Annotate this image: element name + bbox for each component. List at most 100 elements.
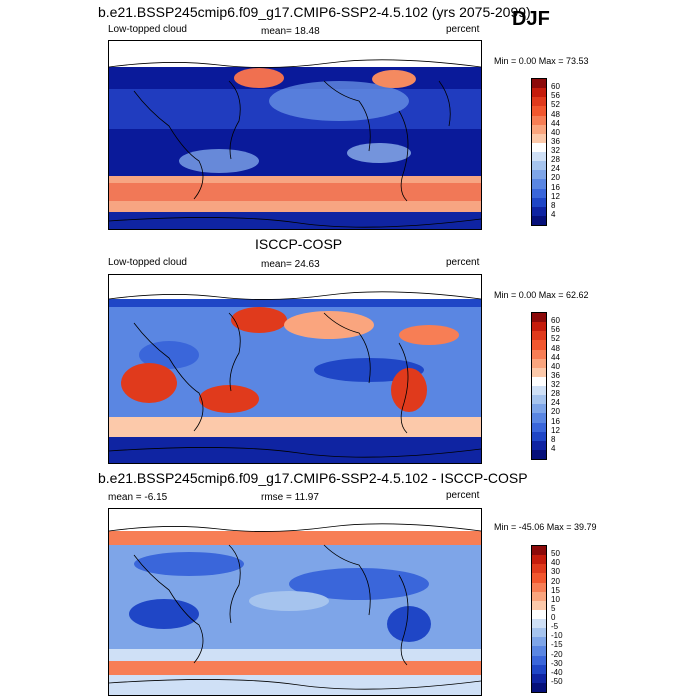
colorbar-tick-label: 12 — [551, 191, 560, 201]
colorbar-tick-label: 20 — [551, 576, 560, 586]
colorbar-segment — [532, 188, 546, 198]
colorbar-segment — [532, 646, 546, 656]
colorbar-segment — [532, 313, 546, 323]
colorbar-segment — [532, 133, 546, 143]
colorbar-segment — [532, 591, 546, 601]
panel-1-map — [108, 40, 482, 230]
colorbar-tick-label: 32 — [551, 146, 560, 155]
colorbar-tick-label: 4 — [551, 443, 556, 453]
colorbar-tick-label: 24 — [551, 164, 560, 174]
colorbar-segment — [532, 331, 546, 341]
panel-3-minmax: Min = -45.06 Max = 39.79 — [494, 522, 597, 532]
colorbar-segment — [532, 546, 546, 556]
colorbar-segment — [532, 637, 546, 647]
colorbar-tick-label: 56 — [551, 325, 560, 335]
colorbar-tick-label: -40 — [551, 667, 563, 677]
colorbar-tick-label: 40 — [551, 127, 560, 137]
colorbar-segment — [532, 197, 546, 207]
panel-3-map — [108, 508, 482, 696]
colorbar-segment — [532, 152, 546, 162]
colorbar-tick-label: 48 — [551, 343, 560, 353]
panel-2-minmax: Min = 0.00 Max = 62.62 — [494, 290, 589, 300]
panel-2-variable-label: Low-topped cloud — [108, 257, 187, 268]
colorbar-tick-label: -10 — [551, 631, 563, 641]
colorbar-tick-label: 8 — [551, 200, 556, 210]
colorbar-segment — [532, 628, 546, 638]
colorbar-segment — [532, 115, 546, 125]
colorbar-tick-label: 15 — [551, 585, 560, 595]
panel-3-title: b.e21.BSSP245cmip6.f09_g17.CMIP6-SSP2-4.… — [98, 470, 528, 486]
colorbar-tick-label: 40 — [551, 361, 560, 371]
panel-1-title: b.e21.BSSP245cmip6.f09_g17.CMIP6-SSP2-4.… — [98, 4, 531, 20]
panel-2-units-label: percent — [446, 257, 480, 268]
panel-3-mean-label: mean = -6.15 — [108, 492, 168, 503]
colorbar-tick-label: 36 — [551, 370, 560, 380]
colorbar-tick-label: -20 — [551, 649, 563, 659]
panel-3-units-label: percent — [446, 490, 480, 501]
colorbar-tick-label: 28 — [551, 155, 560, 165]
colorbar-segment — [532, 619, 546, 629]
panel-1-colorbar — [531, 78, 547, 226]
colorbar-segment — [532, 358, 546, 368]
panel-1-minmax: Min = 0.00 Max = 73.53 — [494, 56, 589, 66]
panel-2-map — [108, 274, 482, 464]
panel-1-map-canvas — [109, 41, 481, 229]
colorbar-tick-label: 52 — [551, 100, 560, 110]
colorbar-segment — [532, 215, 546, 225]
colorbar-segment — [532, 79, 546, 89]
colorbar-tick-label: 40 — [551, 558, 560, 568]
colorbar-segment — [532, 609, 546, 619]
colorbar-segment — [532, 573, 546, 583]
colorbar-segment — [532, 422, 546, 432]
colorbar-segment — [532, 124, 546, 134]
colorbar-tick-label: -50 — [551, 676, 563, 686]
colorbar-tick-label: 4 — [551, 209, 556, 219]
panel-2-map-canvas — [109, 275, 481, 463]
season-label: DJF — [512, 8, 550, 30]
colorbar-tick-label: 48 — [551, 109, 560, 119]
panel-3-map-canvas — [109, 509, 481, 695]
colorbar-segment — [532, 404, 546, 414]
colorbar-tick-label: 52 — [551, 334, 560, 344]
colorbar-segment — [532, 179, 546, 189]
colorbar-segment — [532, 555, 546, 565]
panel-3-rmse-label: rmse = 11.97 — [261, 492, 319, 503]
panel-1-mean-label: mean= 18.48 — [261, 26, 320, 37]
colorbar-segment — [532, 142, 546, 152]
colorbar-segment — [532, 106, 546, 116]
colorbar-segment — [532, 395, 546, 405]
colorbar-segment — [532, 97, 546, 107]
colorbar-tick-label: 24 — [551, 398, 560, 408]
colorbar-segment — [532, 340, 546, 350]
colorbar-segment — [532, 440, 546, 450]
colorbar-segment — [532, 449, 546, 459]
colorbar-segment — [532, 386, 546, 396]
colorbar-segment — [532, 600, 546, 610]
colorbar-tick-label: 5 — [551, 603, 556, 613]
colorbar-segment — [532, 88, 546, 98]
colorbar-segment — [532, 349, 546, 359]
colorbar-tick-label: 8 — [551, 434, 556, 444]
colorbar-tick-label: 0 — [551, 613, 556, 622]
colorbar-tick-label: 60 — [551, 82, 560, 92]
colorbar-tick-label: 20 — [551, 173, 560, 183]
panel-1-variable-label: Low-topped cloud — [108, 24, 187, 35]
colorbar-segment — [532, 413, 546, 423]
colorbar-tick-label: 50 — [551, 549, 560, 559]
colorbar-tick-label: 12 — [551, 425, 560, 435]
colorbar-tick-label: 56 — [551, 91, 560, 101]
colorbar-segment — [532, 431, 546, 441]
colorbar-tick-label: 16 — [551, 182, 560, 192]
panel-2-colorbar — [531, 312, 547, 460]
colorbar-tick-label: 16 — [551, 416, 560, 426]
colorbar-segment — [532, 682, 546, 692]
colorbar-segment — [532, 322, 546, 332]
colorbar-segment — [532, 673, 546, 683]
colorbar-tick-label: 32 — [551, 380, 560, 389]
panel-1-units-label: percent — [446, 24, 480, 35]
colorbar-tick-label: 30 — [551, 567, 560, 577]
colorbar-segment — [532, 206, 546, 216]
colorbar-segment — [532, 367, 546, 377]
colorbar-tick-label: 28 — [551, 389, 560, 399]
colorbar-segment — [532, 170, 546, 180]
